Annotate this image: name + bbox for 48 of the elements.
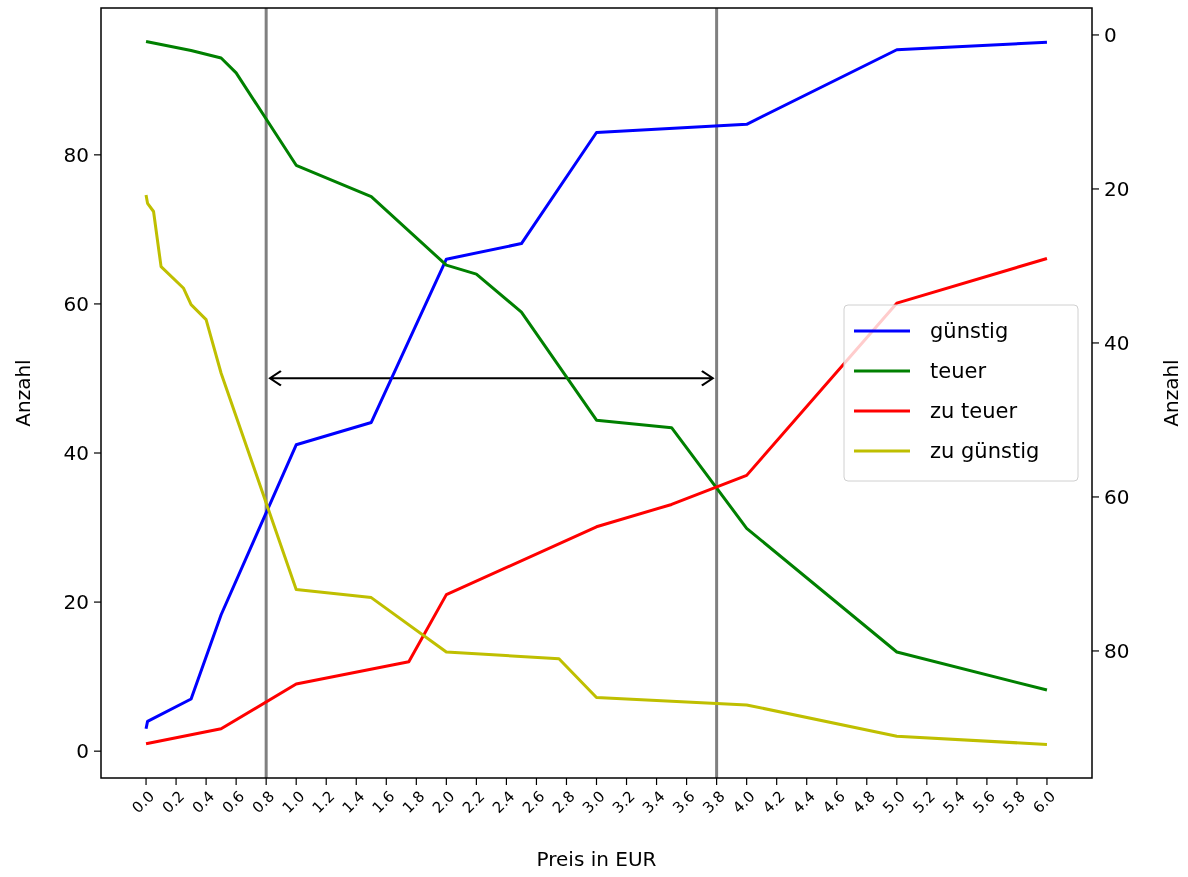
x-tick-label: 1.0	[278, 787, 309, 817]
x-tick-label: 3.2	[608, 787, 639, 817]
x-tick-label: 2.2	[458, 787, 489, 817]
y-tick-label: 80	[63, 142, 89, 167]
x-tick-label: 1.4	[338, 787, 369, 817]
x-tick-label: 0.8	[248, 787, 279, 817]
x-tick-label: 5.8	[999, 787, 1029, 817]
y-tick-label: 20	[63, 590, 89, 615]
legend-label: zu günstig	[930, 439, 1040, 463]
x-tick-label: 6.0	[1029, 787, 1059, 817]
y2-tick-label: 40	[1104, 330, 1130, 355]
x-tick-label: 3.8	[699, 787, 729, 817]
x-tick-label: 1.2	[308, 787, 339, 817]
y-tick-label: 0	[76, 739, 89, 764]
x-tick-label: 3.6	[669, 787, 699, 817]
y2-tick-label: 80	[1104, 638, 1130, 663]
x-tick-label: 4.6	[819, 787, 849, 817]
x-tick-label: 5.6	[969, 787, 999, 817]
x-tick-label: 0.0	[128, 787, 159, 817]
x-tick-label: 0.6	[218, 787, 249, 817]
x-tick-label: 1.6	[368, 787, 399, 817]
legend-label: zu teuer	[930, 399, 1018, 423]
y2-tick-label: 60	[1104, 484, 1130, 509]
x-tick-label: 3.4	[638, 787, 669, 817]
x-tick-label: 2.0	[428, 787, 459, 817]
x-tick-label: 2.4	[488, 787, 519, 817]
x-tick-label: 5.2	[909, 787, 939, 817]
x-tick-label: 4.4	[789, 787, 819, 817]
y-axis-title: Anzahl	[11, 359, 35, 427]
y-tick-label: 40	[63, 441, 89, 465]
x-tick-label: 4.8	[849, 787, 879, 817]
x-tick-label: 2.6	[518, 787, 549, 817]
legend-label: teuer	[930, 359, 987, 383]
x-tick-label: 0.2	[158, 787, 189, 817]
y2-tick-label: 20	[1104, 176, 1130, 201]
x-tick-label: 4.2	[759, 787, 789, 817]
x-tick-label: 3.0	[578, 787, 609, 817]
x-tick-label: 4.0	[729, 787, 759, 817]
x-axis-title: Preis in EUR	[536, 847, 657, 871]
x-tick-label: 5.0	[879, 787, 909, 817]
y2-tick-label: 0	[1104, 22, 1117, 47]
y-tick-label: 60	[63, 291, 89, 316]
y2-axis-title: Anzahl	[1159, 359, 1183, 427]
x-tick-label: 2.8	[548, 787, 579, 817]
legend-label: günstig	[930, 319, 1009, 343]
x-tick-label: 0.4	[188, 787, 219, 817]
x-tick-label: 5.4	[939, 787, 969, 817]
x-tick-label: 1.8	[398, 787, 429, 817]
